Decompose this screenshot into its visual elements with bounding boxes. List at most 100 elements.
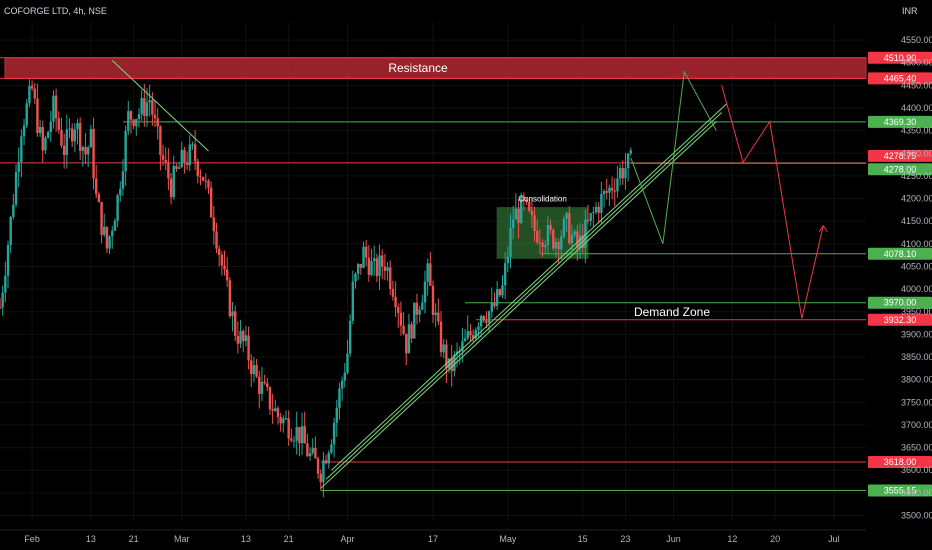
candle-body: [172, 165, 175, 198]
candle-body: [485, 320, 488, 323]
time-tick-label: 15: [578, 534, 588, 544]
price-tick-label: 3750.00: [901, 397, 932, 407]
candle-body: [324, 460, 328, 464]
candle-body: [322, 460, 325, 483]
candle-body: [578, 235, 582, 249]
candle-body: [119, 188, 122, 196]
annotation-label: Demand Zone: [634, 305, 710, 319]
level-label-box: [868, 247, 932, 260]
candle-body: [314, 447, 317, 459]
price-tick-label: 4000.00: [901, 284, 932, 294]
candle-body: [223, 265, 226, 270]
candle-body: [121, 171, 125, 189]
candle-body: [402, 325, 405, 334]
candle-body: [290, 438, 293, 441]
level-label: 4510.90: [884, 53, 917, 63]
candle-body: [108, 236, 111, 249]
candle-body: [487, 311, 491, 323]
candle-body: [159, 126, 162, 155]
annotation-label: Resistance: [388, 61, 448, 75]
candle-body: [44, 137, 47, 151]
level-label-box: [868, 296, 932, 309]
candle-body: [308, 453, 312, 457]
candle-body: [247, 335, 250, 361]
candle-body: [274, 408, 277, 411]
time-tick-label: 20: [770, 534, 780, 544]
candle-body: [54, 95, 58, 119]
price-tick-label: 4200.00: [901, 194, 932, 204]
candle-body: [255, 365, 258, 377]
candle-body: [196, 161, 199, 176]
price-tick-label: 3550.00: [901, 488, 932, 498]
level-label: 4369.30: [884, 117, 917, 127]
candle-body: [236, 335, 240, 344]
time-tick-label: 21: [284, 534, 294, 544]
price-tick-label: 4050.00: [901, 261, 932, 271]
candle-body: [554, 242, 558, 249]
candle-body: [576, 231, 579, 249]
candle-body: [589, 213, 592, 221]
candle-body: [560, 236, 563, 250]
candle-body: [447, 358, 451, 369]
candle-body: [201, 177, 205, 181]
time-tick-label: May: [499, 534, 517, 544]
candle-body: [405, 333, 408, 354]
level-label: 3932.30: [884, 315, 917, 325]
time-tick-label: 13: [241, 534, 251, 544]
candle-body: [292, 440, 296, 442]
candle-body: [466, 331, 469, 339]
candle-body: [474, 330, 477, 339]
candle-body: [461, 341, 464, 351]
candle-body: [242, 331, 245, 342]
level-label-box: [868, 149, 932, 162]
candle-body: [0, 307, 2, 309]
candle-body: [330, 444, 333, 453]
candle-body: [46, 132, 50, 138]
candle-body: [303, 426, 306, 444]
candle-body: [167, 162, 170, 179]
chart-grid: [0, 22, 866, 520]
candle-body: [386, 267, 389, 271]
candle-body: [477, 326, 480, 331]
candle-body: [41, 127, 44, 151]
candle-body: [38, 127, 42, 134]
candle-body: [127, 111, 130, 131]
level-label-box: [868, 456, 932, 469]
level-label: 3618.00: [884, 457, 917, 467]
price-tick-label: 4350.00: [901, 126, 932, 136]
candle-body: [252, 365, 256, 375]
candle-body: [1, 292, 4, 308]
candle-body: [209, 187, 213, 218]
candle-body: [204, 180, 208, 182]
candle-body: [528, 201, 531, 211]
annotations: Resistance Consolidation Demand Zone: [388, 61, 710, 319]
candle-body: [20, 136, 23, 163]
price-tick-label: 3500.00: [901, 510, 932, 520]
candle-body: [217, 248, 221, 255]
candle-body: [306, 443, 309, 457]
candle-body: [70, 128, 74, 142]
candle-body: [552, 229, 555, 249]
candle-body: [28, 85, 31, 104]
candle-body: [60, 129, 63, 146]
candle-body: [362, 246, 365, 268]
candle-body: [522, 196, 526, 200]
candle-body: [479, 316, 483, 327]
candle-body: [394, 296, 397, 308]
candle-body: [143, 98, 146, 117]
candle-body: [463, 338, 467, 342]
candle-body: [602, 191, 606, 195]
candle-body: [164, 159, 167, 163]
candle-body: [183, 149, 186, 164]
price-tick-label: 4100.00: [901, 239, 932, 249]
annotation-label: Consolidation: [518, 195, 566, 204]
candle-body: [279, 416, 282, 424]
candle-body: [629, 150, 632, 154]
candle-body: [228, 280, 232, 317]
candle-body: [49, 121, 52, 133]
candle-body: [544, 245, 547, 248]
candle-body: [618, 168, 622, 179]
candle-body: [234, 311, 237, 336]
candle-body: [421, 302, 424, 310]
